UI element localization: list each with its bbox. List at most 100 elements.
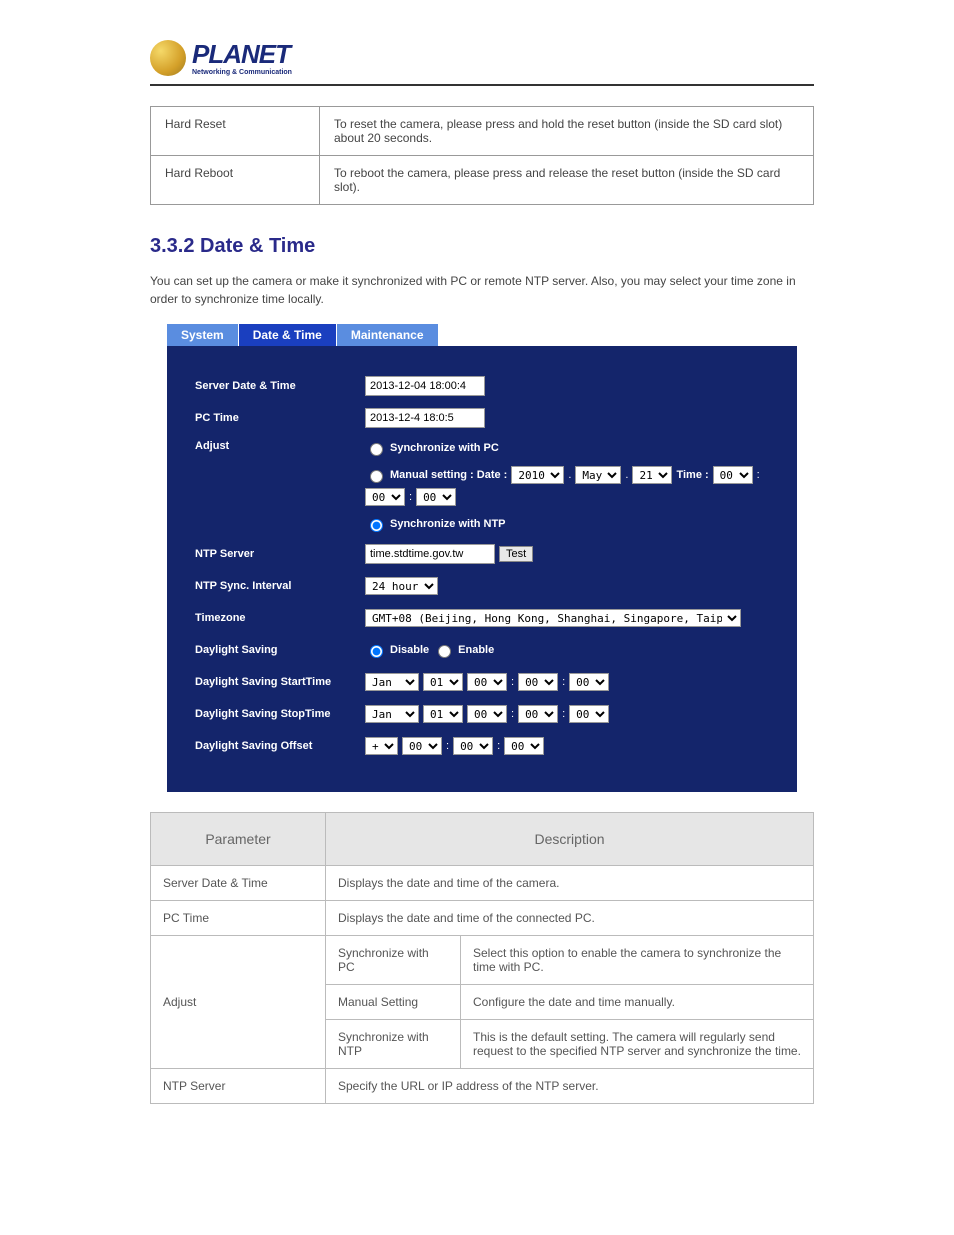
dst-stop-month-select[interactable]: Jan <box>365 705 419 723</box>
manual-day-select[interactable]: 21 <box>632 466 672 484</box>
offset-mm-select[interactable]: 00 <box>453 737 493 755</box>
pc-time-label: PC Time <box>195 412 365 424</box>
radio-dst-disable-input[interactable] <box>370 645 383 658</box>
sep: . <box>568 469 571 481</box>
manual-sec-select[interactable]: 00 <box>416 488 456 506</box>
ntp-server-label: NTP Server <box>195 548 365 560</box>
param-cell: NTP Server <box>151 1069 326 1104</box>
manual-hour-select[interactable]: 00 <box>713 466 753 484</box>
dst-offset-label: Daylight Saving Offset <box>195 740 365 752</box>
timezone-select[interactable]: GMT+08 (Beijing, Hong Kong, Shanghai, Si… <box>365 609 741 627</box>
logo-sub-text: Networking & Communication <box>192 69 292 76</box>
server-date-input[interactable] <box>365 376 485 396</box>
offset-sign-select[interactable]: + <box>365 737 398 755</box>
dst-stop-day-select[interactable]: 01 <box>423 705 463 723</box>
radio-sync-ntp-input[interactable] <box>370 519 383 532</box>
param-header: Parameter <box>151 813 326 866</box>
server-date-label: Server Date & Time <box>195 380 365 392</box>
parameter-table: Parameter Description Server Date & Time… <box>150 812 814 1104</box>
reset-hard-text: To reset the camera, please press and ho… <box>320 107 814 156</box>
tab-maintenance[interactable]: Maintenance <box>337 324 439 346</box>
manual-year-select[interactable]: 2010 <box>511 466 564 484</box>
logo: PLANET Networking & Communication <box>150 40 814 76</box>
dst-stop-mm-select[interactable]: 00 <box>518 705 558 723</box>
radio-dst-disable[interactable]: Disable <box>365 642 429 658</box>
reset-hard-label: Hard Reset <box>151 107 320 156</box>
reboot-hard-label: Hard Reboot <box>151 156 320 205</box>
table-row: Hard Reboot To reboot the camera, please… <box>151 156 814 205</box>
sep: . <box>625 469 628 481</box>
dst-stop-label: Daylight Saving StopTime <box>195 708 365 720</box>
param-cell: PC Time <box>151 901 326 936</box>
reboot-hard-text: To reboot the camera, please press and r… <box>320 156 814 205</box>
sep: : <box>562 708 565 720</box>
ntp-interval-select[interactable]: 24 hour <box>365 577 438 595</box>
table-row: Adjust Synchronize with PC Select this o… <box>151 936 814 985</box>
ntp-server-input[interactable] <box>365 544 495 564</box>
radio-manual[interactable]: Manual setting : Date : <box>365 467 507 483</box>
manual-min-select[interactable]: 00 <box>365 488 405 506</box>
table-row: PC Time Displays the date and time of th… <box>151 901 814 936</box>
adjust-label: Adjust <box>195 440 365 452</box>
tab-date-time[interactable]: Date & Time <box>239 324 337 346</box>
radio-dst-enable-input[interactable] <box>438 645 451 658</box>
table-row: Server Date & Time Displays the date and… <box>151 866 814 901</box>
radio-dst-disable-label: Disable <box>390 644 429 656</box>
radio-dst-enable[interactable]: Enable <box>433 642 494 658</box>
dst-stop-ss-select[interactable]: 00 <box>569 705 609 723</box>
radio-sync-pc-input[interactable] <box>370 443 383 456</box>
subparam-cell: Manual Setting <box>326 985 461 1020</box>
radio-manual-label: Manual setting : Date : <box>390 469 507 481</box>
desc-cell: Configure the date and time manually. <box>461 985 814 1020</box>
offset-hh-select[interactable]: 00 <box>402 737 442 755</box>
tab-system[interactable]: System <box>167 324 239 346</box>
offset-ss-select[interactable]: 00 <box>504 737 544 755</box>
manual-time-prefix: Time : <box>676 469 708 481</box>
sep: : <box>757 469 760 481</box>
subparam-cell: Synchronize with NTP <box>326 1020 461 1069</box>
header-divider <box>150 84 814 86</box>
sep: : <box>446 740 449 752</box>
logo-main-text: PLANET <box>192 41 292 67</box>
dst-start-ss-select[interactable]: 00 <box>569 673 609 691</box>
dst-start-day-select[interactable]: 01 <box>423 673 463 691</box>
radio-sync-pc-label: Synchronize with PC <box>390 442 499 454</box>
dst-label: Daylight Saving <box>195 644 365 656</box>
sep: : <box>511 708 514 720</box>
dst-stop-hh-select[interactable]: 00 <box>467 705 507 723</box>
reset-info-table: Hard Reset To reset the camera, please p… <box>150 106 814 205</box>
desc-cell: Specify the URL or IP address of the NTP… <box>326 1069 814 1104</box>
desc-cell: Select this option to enable the camera … <box>461 936 814 985</box>
desc-header: Description <box>326 813 814 866</box>
sep: : <box>511 676 514 688</box>
radio-manual-input[interactable] <box>370 470 383 483</box>
sep: : <box>562 676 565 688</box>
section-title: 3.3.2 Date & Time <box>150 235 814 258</box>
tab-bar: System Date & Time Maintenance <box>167 324 797 346</box>
sep: : <box>409 491 412 503</box>
desc-cell: Displays the date and time of the camera… <box>326 866 814 901</box>
dst-start-hh-select[interactable]: 00 <box>467 673 507 691</box>
radio-sync-pc[interactable]: Synchronize with PC <box>365 440 777 456</box>
dst-start-mm-select[interactable]: 00 <box>518 673 558 691</box>
dst-start-label: Daylight Saving StartTime <box>195 676 365 688</box>
desc-cell: Displays the date and time of the connec… <box>326 901 814 936</box>
radio-sync-ntp-label: Synchronize with NTP <box>390 518 506 530</box>
desc-cell: This is the default setting. The camera … <box>461 1020 814 1069</box>
section-text: You can set up the camera or make it syn… <box>150 272 814 308</box>
param-cell: Adjust <box>151 936 326 1069</box>
radio-dst-enable-label: Enable <box>458 644 494 656</box>
param-cell: Server Date & Time <box>151 866 326 901</box>
ntp-interval-label: NTP Sync. Interval <box>195 580 365 592</box>
pc-time-input[interactable] <box>365 408 485 428</box>
subparam-cell: Synchronize with PC <box>326 936 461 985</box>
table-row: NTP Server Specify the URL or IP address… <box>151 1069 814 1104</box>
date-time-panel: System Date & Time Maintenance Server Da… <box>167 324 797 792</box>
dst-start-month-select[interactable]: Jan <box>365 673 419 691</box>
radio-sync-ntp[interactable]: Synchronize with NTP <box>365 516 777 532</box>
sep: : <box>497 740 500 752</box>
manual-month-select[interactable]: May <box>575 466 621 484</box>
logo-globe-icon <box>150 40 186 76</box>
table-row: Hard Reset To reset the camera, please p… <box>151 107 814 156</box>
ntp-test-button[interactable]: Test <box>499 546 533 562</box>
